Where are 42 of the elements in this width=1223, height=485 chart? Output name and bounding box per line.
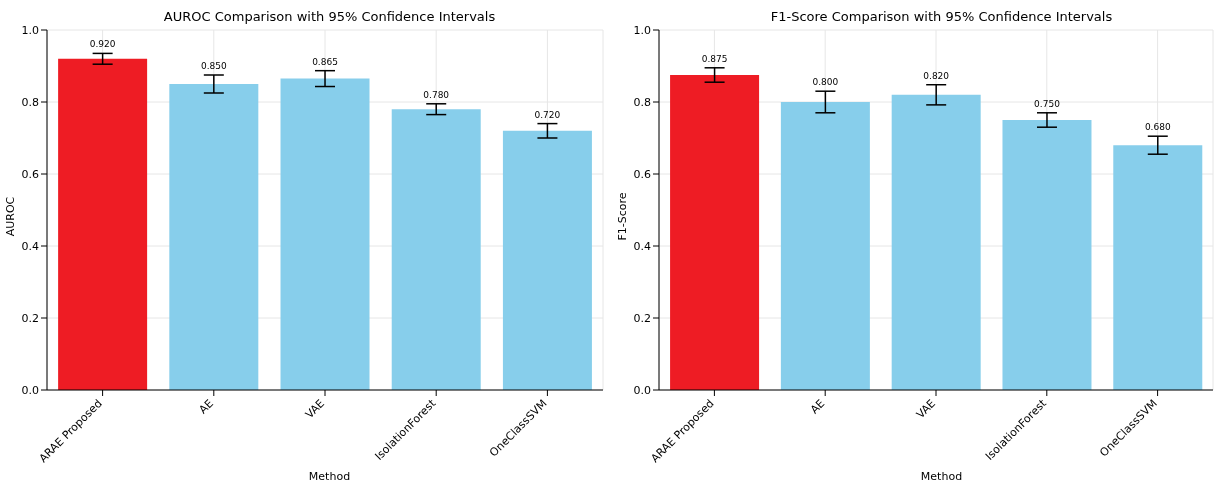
x-tick-label: AE (807, 396, 828, 417)
bar (1113, 145, 1203, 390)
x-axis-title: Method (919, 470, 964, 483)
data-label: 0.850 (200, 61, 227, 71)
y-tick-label: 0.4 (633, 239, 651, 253)
y-tick-label: 0.4 (21, 239, 39, 253)
data-label: 0.800 (812, 77, 839, 88)
data-label: 0.750 (1034, 98, 1061, 109)
x-tick-label: AE (196, 396, 216, 417)
y-tick-label: 0.6 (21, 167, 39, 181)
chart-title: AUROC Comparison with 95% Confidence Intervals (162, 9, 497, 24)
y-axis-title: F1-Score (615, 192, 629, 241)
data-label: 0.820 (923, 70, 950, 81)
bar (891, 94, 981, 390)
data-label: 0.865 (312, 56, 338, 67)
bar (1002, 120, 1092, 390)
y-tick-label: 1.0 (633, 23, 651, 37)
y-axis-title: AUROC (3, 196, 17, 237)
x-tick-label: VAE (913, 396, 939, 422)
bar (502, 130, 592, 390)
bar (58, 58, 148, 390)
data-label: 0.680 (1144, 122, 1171, 133)
y-tick-label: 0.6 (633, 167, 651, 181)
bar (169, 84, 259, 390)
bar (280, 78, 370, 390)
data-label: 0.720 (534, 109, 561, 120)
y-tick-label: 0.0 (21, 383, 39, 397)
y-tick-label: 0.0 (633, 383, 651, 397)
data-label: 0.875 (701, 53, 728, 64)
x-axis-title: Method (307, 470, 352, 483)
y-tick-label: 1.0 (21, 23, 39, 37)
y-tick-label: 0.2 (633, 311, 651, 325)
bar (780, 102, 870, 390)
bar (391, 109, 481, 390)
data-label: 0.780 (423, 89, 450, 100)
y-tick-label: 0.2 (21, 311, 39, 325)
y-tick-label: 0.8 (21, 95, 39, 109)
data-label: 0.920 (89, 39, 116, 50)
chart-title: F1-Score Comparison with 95% Confidence Intervals (769, 9, 1114, 24)
x-tick-label: VAE (302, 396, 328, 422)
y-tick-label: 0.8 (633, 95, 651, 109)
bar (670, 75, 760, 390)
